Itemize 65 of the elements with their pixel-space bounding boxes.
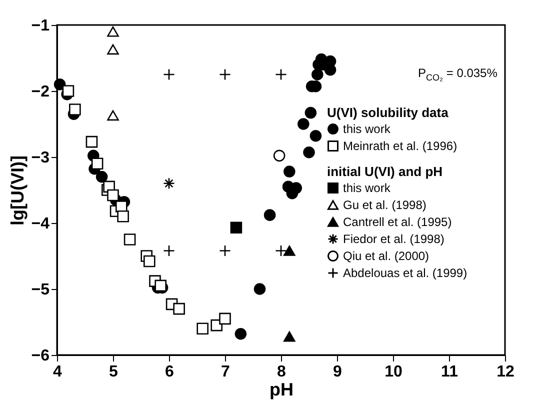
y-axis-title: lg[U(VI)] xyxy=(7,156,28,226)
legend-title: U(VI) solubility data xyxy=(327,105,450,120)
point xyxy=(219,244,231,257)
point xyxy=(144,255,156,268)
legend-label: this work xyxy=(343,122,392,136)
point xyxy=(275,244,287,257)
legend-label: this work xyxy=(343,181,392,195)
legend-label: Qiu et al. (2000) xyxy=(343,249,430,263)
annotation: initial U(VI) and pH xyxy=(327,164,443,179)
y-tick-label: −5 xyxy=(31,282,50,298)
x-axis-title: pH xyxy=(270,380,294,400)
legend-label: Cantrell et al. (1995) xyxy=(343,215,452,229)
point xyxy=(284,166,296,178)
point xyxy=(273,150,286,162)
point xyxy=(163,178,175,190)
x-tick-label: 10 xyxy=(384,364,402,380)
y-tick-label: −2 xyxy=(31,84,50,100)
point xyxy=(230,222,242,234)
point xyxy=(116,200,128,212)
point xyxy=(96,170,108,183)
x-tick-label: 8 xyxy=(277,364,286,380)
point xyxy=(91,158,104,170)
point xyxy=(107,26,119,37)
point xyxy=(284,331,296,342)
point xyxy=(163,244,175,257)
y-tick-label: −4 xyxy=(31,216,50,232)
x-tick-label: 11 xyxy=(441,364,458,380)
legend-label: Meinrath et al. (1996) xyxy=(343,139,458,153)
point xyxy=(310,130,322,142)
point xyxy=(173,302,185,315)
point xyxy=(107,189,119,202)
point xyxy=(219,68,231,80)
x-tick-label: 4 xyxy=(53,364,62,380)
point xyxy=(275,68,287,80)
point xyxy=(196,322,208,334)
point xyxy=(62,85,74,97)
point xyxy=(124,234,136,246)
y-tick-label: −6 xyxy=(31,348,50,364)
point xyxy=(86,136,98,148)
x-tick-label: 9 xyxy=(333,364,342,380)
legend-label: Fiedor et al. (1998) xyxy=(343,232,444,246)
x-tick-label: 7 xyxy=(221,364,230,380)
y-tick-label: −1 xyxy=(31,18,50,34)
x-tick-label: 6 xyxy=(165,364,174,380)
point xyxy=(264,209,276,221)
point xyxy=(303,146,315,158)
annotation: P$_{CO₂}$ = 0.035% xyxy=(418,66,498,82)
point xyxy=(219,312,231,325)
point xyxy=(298,118,310,130)
point xyxy=(234,328,247,340)
point xyxy=(254,283,266,295)
point xyxy=(54,78,66,90)
x-tick-label: 5 xyxy=(109,364,118,380)
point xyxy=(69,104,81,116)
point xyxy=(107,110,119,121)
point xyxy=(107,44,119,55)
y-tick-label: −3 xyxy=(31,150,50,166)
legend-label: Gu et al. (1998) xyxy=(343,198,426,212)
point xyxy=(163,68,175,80)
point xyxy=(284,246,296,256)
point xyxy=(117,210,129,222)
point xyxy=(304,106,317,119)
x-tick-label: 12 xyxy=(496,364,514,380)
legend-label: Abdelouas et al. (1999) xyxy=(343,266,468,280)
point xyxy=(312,68,324,80)
